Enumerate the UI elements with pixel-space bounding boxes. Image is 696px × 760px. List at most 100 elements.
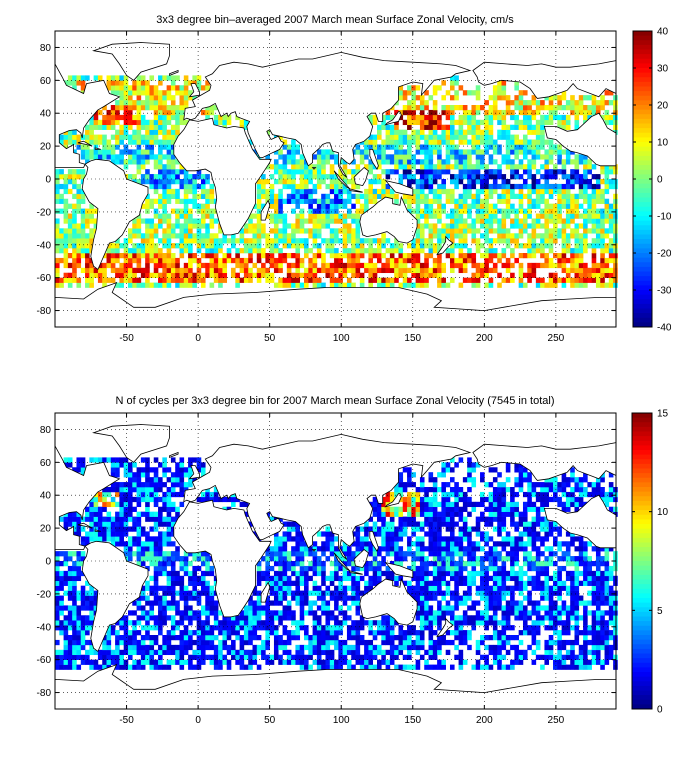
heatmap-cell <box>428 223 434 229</box>
heatmap-cell <box>145 119 150 126</box>
heatmap-cell <box>428 159 434 165</box>
heatmap-cell <box>102 272 107 278</box>
heatmap-cell <box>316 267 322 274</box>
heatmap-cell <box>166 159 172 165</box>
heatmap-cell <box>295 164 301 170</box>
heatmap-cell <box>527 277 532 283</box>
heatmap-cell <box>235 282 240 288</box>
heatmap-cell <box>282 630 288 636</box>
heatmap-cell <box>304 267 309 274</box>
heatmap-cell <box>338 610 343 616</box>
heatmap-cell <box>93 605 99 611</box>
heatmap-cell <box>291 198 296 204</box>
heatmap-cell <box>355 243 361 249</box>
heatmap-cell <box>149 243 155 249</box>
heatmap-cell <box>89 610 94 616</box>
heatmap-cell <box>295 649 301 656</box>
heatmap-cell <box>372 149 378 155</box>
heatmap-cell <box>273 580 279 586</box>
heatmap-cell <box>273 536 279 542</box>
heatmap-cell <box>351 183 356 190</box>
heatmap-cell <box>162 472 167 478</box>
heatmap-cell <box>166 536 172 542</box>
heatmap-cell <box>205 105 210 111</box>
heatmap-cell <box>72 615 77 621</box>
heatmap-cell <box>295 144 301 150</box>
heatmap-cell <box>299 541 305 547</box>
heatmap-cell <box>123 124 129 130</box>
heatmap-cell <box>531 248 537 254</box>
heatmap-cell <box>428 179 434 185</box>
heatmap-cell <box>514 257 519 264</box>
heatmap-cell <box>522 114 528 121</box>
heatmap-cell <box>127 228 133 234</box>
heatmap-cell <box>368 159 374 165</box>
heatmap-cell <box>510 218 515 224</box>
heatmap-cell <box>59 575 64 582</box>
heatmap-cell <box>445 139 451 145</box>
heatmap-cell <box>123 262 129 269</box>
heatmap-cell <box>600 272 605 278</box>
heatmap-cell <box>428 139 434 145</box>
heatmap-cell <box>278 595 283 601</box>
heatmap-cell <box>364 659 369 665</box>
heatmap-cell <box>510 114 515 121</box>
heatmap-cell <box>557 105 562 111</box>
heatmap-cell <box>548 218 554 224</box>
heatmap-cell <box>295 585 301 591</box>
heatmap-cell <box>557 149 562 155</box>
heatmap-cell <box>505 262 511 269</box>
heatmap-cell <box>325 183 331 190</box>
heatmap-cell <box>291 193 296 200</box>
heatmap-cell <box>527 119 532 126</box>
heatmap-cell <box>166 516 172 522</box>
heatmap-cell <box>389 262 395 269</box>
heatmap-cell <box>389 267 395 274</box>
heatmap-cell <box>316 183 322 190</box>
colorbar-segment <box>633 234 652 240</box>
heatmap-cell <box>261 605 266 611</box>
heatmap-cell <box>325 193 331 200</box>
heatmap-cell <box>338 257 343 264</box>
heatmap-cell <box>377 625 382 631</box>
heatmap-cell <box>321 218 326 224</box>
heatmap-cell <box>265 561 270 567</box>
heatmap-cell <box>484 169 489 175</box>
heatmap-cell <box>132 526 137 532</box>
heatmap-cell <box>140 511 146 517</box>
heatmap-cell <box>574 124 580 130</box>
heatmap-cell <box>132 659 137 665</box>
heatmap-cell <box>158 659 163 665</box>
heatmap-cell <box>243 630 249 636</box>
heatmap-cell <box>441 223 446 229</box>
heatmap-cell <box>583 183 588 190</box>
heatmap-cell <box>355 546 361 552</box>
heatmap-cell <box>325 272 331 278</box>
heatmap-cell <box>80 467 86 473</box>
heatmap-cell <box>471 124 477 130</box>
heatmap-cell <box>183 605 189 611</box>
heatmap-cell <box>166 639 172 646</box>
heatmap-cell <box>355 654 361 660</box>
heatmap-cell <box>445 282 451 288</box>
heatmap-cell <box>445 223 451 229</box>
heatmap-cell <box>329 154 335 160</box>
heatmap-cell <box>334 644 339 651</box>
heatmap-cell <box>145 179 150 185</box>
heatmap-cell <box>59 169 64 175</box>
heatmap-cell <box>510 253 515 259</box>
heatmap-cell <box>394 169 399 175</box>
heatmap-cell <box>63 521 69 527</box>
heatmap-cell <box>119 154 124 160</box>
heatmap-cell <box>140 238 146 244</box>
heatmap-cell <box>80 635 86 641</box>
heatmap-cell <box>205 625 210 631</box>
heatmap-cell <box>608 119 614 126</box>
heatmap-cell <box>535 129 541 135</box>
heatmap-cell <box>175 105 180 111</box>
heatmap-cell <box>55 556 60 562</box>
heatmap-cell <box>115 487 120 493</box>
heatmap-cell <box>338 644 343 651</box>
heatmap-cell <box>304 570 309 577</box>
heatmap-cell <box>282 639 288 646</box>
